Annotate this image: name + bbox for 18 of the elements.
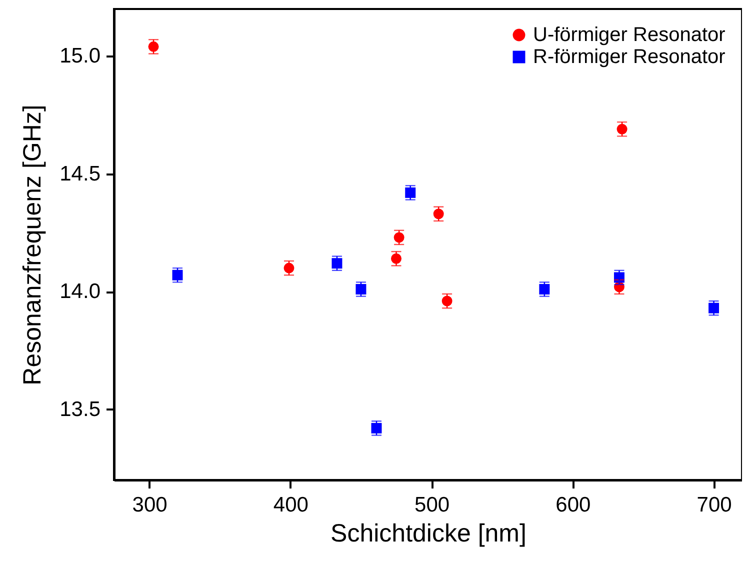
x-tick-label: 500	[414, 494, 450, 516]
x-tick-label: 600	[556, 494, 591, 516]
point	[371, 422, 382, 434]
legend-label: R-förmiger Resonator	[533, 46, 726, 68]
point	[356, 284, 366, 294]
legend-label: U-förmiger Resonator	[533, 24, 726, 46]
y-tick-label: 13.5	[60, 398, 100, 421]
y-tick-label: 14.5	[60, 162, 100, 186]
y-tick-label: 14.0	[60, 280, 100, 304]
x-axis-title: Schichtdicke [nm]	[330, 520, 526, 548]
y-tick-label: 15.0	[60, 44, 100, 68]
y-axis-title: Resonanzfrequenz [GHz]	[18, 104, 47, 386]
x-tick-label: 400	[273, 494, 308, 516]
x-tick-label: 300	[132, 494, 168, 516]
point	[405, 187, 416, 198]
point	[539, 284, 550, 294]
x-tick-label: 700	[696, 494, 732, 516]
point	[332, 258, 342, 269]
